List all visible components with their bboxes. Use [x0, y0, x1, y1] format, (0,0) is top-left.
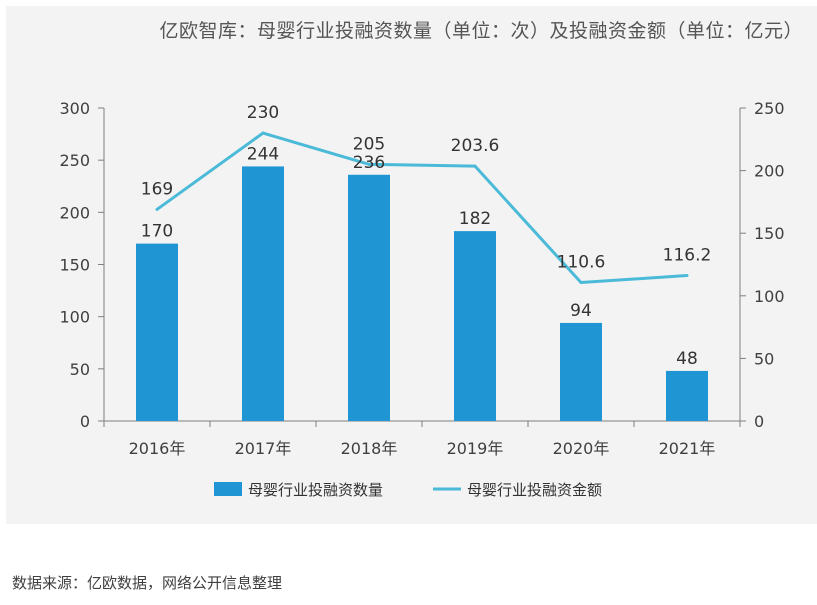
- right-tick-label: 50: [754, 349, 774, 368]
- right-tick-label: 100: [754, 287, 785, 306]
- line-point: [685, 274, 689, 278]
- left-tick-label: 0: [80, 412, 90, 431]
- line-point: [367, 162, 371, 166]
- line-value-label: 169: [141, 179, 173, 199]
- bar: [242, 166, 284, 421]
- line-point: [155, 207, 159, 211]
- left-tick-label: 250: [59, 151, 90, 170]
- x-tick-label: 2017年: [235, 439, 292, 458]
- bar-value-label: 182: [459, 209, 491, 229]
- x-tick-label: 2021年: [659, 439, 716, 458]
- bar: [454, 231, 496, 421]
- x-tick-label: 2016年: [129, 439, 186, 458]
- legend: 母婴行业投融资数量 母婴行业投融资金额: [214, 481, 602, 499]
- line-value-label: 203.6: [451, 136, 500, 156]
- legend-bar-label: 母婴行业投融资数量: [248, 481, 383, 499]
- line-value-label: 116.2: [663, 246, 712, 266]
- line-value-label: 205: [353, 134, 385, 154]
- left-tick-label: 200: [59, 203, 90, 222]
- legend-line-label: 母婴行业投融资金额: [467, 481, 602, 499]
- bar-value-label: 94: [570, 301, 592, 321]
- right-tick-label: 150: [754, 224, 785, 243]
- bar: [666, 370, 708, 421]
- line-point: [579, 281, 583, 285]
- bar: [136, 243, 178, 421]
- chart-title: 亿欧智库：母婴行业投融资数量（单位：次）及投融资金额（单位：亿元）: [159, 20, 803, 42]
- bar: [348, 174, 390, 421]
- x-tick-label: 2018年: [341, 439, 398, 458]
- bars: [136, 166, 708, 421]
- line-point: [261, 131, 265, 135]
- left-tick-label: 300: [59, 99, 90, 118]
- x-tick-label: 2019年: [447, 439, 504, 458]
- chart-canvas: 0 50 100 150 200 250 300 0 50 100 150 200 250 2016年 20…: [59, 99, 784, 499]
- left-tick-label: 150: [59, 256, 90, 275]
- right-tick-label: 250: [754, 99, 785, 118]
- left-tick-label: 100: [59, 308, 90, 327]
- right-tick-label: 200: [754, 162, 785, 181]
- bar-value-label: 48: [676, 349, 698, 369]
- data-labels: 170 244 236 182 94 48 169 230 205 203.6 110.6 116.2: [141, 103, 712, 369]
- bar-value-label: 170: [141, 222, 173, 242]
- left-tick-label: 50: [70, 360, 90, 379]
- right-tick-label: 0: [754, 412, 764, 431]
- line-path: [156, 131, 688, 285]
- bar: [560, 322, 602, 421]
- bar-value-label: 236: [353, 153, 385, 173]
- line-value-label: 230: [247, 103, 279, 123]
- axes: 0 50 100 150 200 250 300 0 50 100 150 200 250 2016年 20…: [59, 99, 784, 458]
- bar-value-label: 244: [247, 144, 279, 164]
- legend-bar-swatch: [214, 482, 242, 496]
- line-value-label: 110.6: [557, 253, 606, 273]
- source-note: 数据来源：亿欧数据，网络公开信息整理: [12, 574, 283, 592]
- line-series: [155, 131, 689, 285]
- x-tick-label: 2020年: [553, 439, 610, 458]
- line-point: [473, 164, 477, 168]
